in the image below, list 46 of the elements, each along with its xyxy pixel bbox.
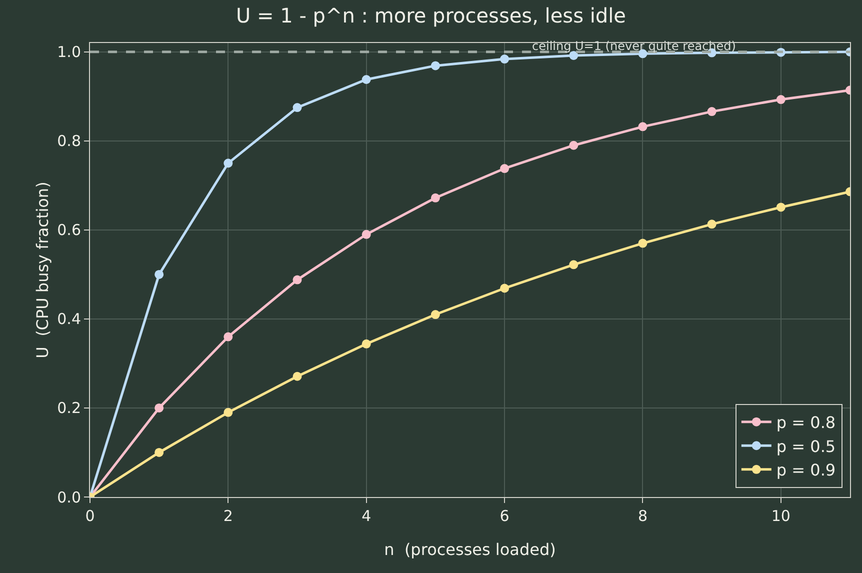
y-tick-label: 0.8 — [57, 132, 81, 150]
y-axis-title: U (CPU busy fraction) — [33, 182, 52, 358]
point — [292, 372, 302, 381]
point — [154, 448, 164, 457]
point — [292, 275, 302, 284]
legend-label: p = 0.9 — [776, 460, 836, 480]
x-tick-label: 2 — [223, 507, 233, 525]
x-tick-label: 10 — [771, 507, 790, 525]
point — [569, 140, 578, 150]
point — [569, 50, 578, 60]
y-tick-label: 0.2 — [57, 399, 81, 418]
point — [224, 158, 233, 168]
point — [430, 310, 440, 320]
point — [707, 220, 716, 229]
point — [362, 75, 371, 84]
point — [707, 107, 716, 116]
x-tick-label: 0 — [85, 507, 95, 525]
x-tick-label: 8 — [638, 507, 648, 525]
point — [500, 54, 510, 64]
chart-title: U = 1 - p^n : more processes, less idle — [236, 4, 626, 28]
point — [500, 284, 510, 293]
ref-line-label: ceiling U=1 (never quite reached) — [532, 39, 736, 53]
legend-label: p = 0.5 — [776, 436, 836, 456]
x-tick-label: 6 — [500, 507, 510, 525]
point — [362, 339, 371, 348]
x-axis-title: n (processes loaded) — [384, 540, 556, 559]
point — [292, 103, 302, 112]
y-tick-label: 0.0 — [57, 488, 81, 506]
point — [776, 95, 786, 104]
point — [224, 332, 233, 342]
point — [638, 238, 648, 248]
point — [776, 202, 786, 212]
point — [430, 193, 440, 202]
y-tick-label: 0.4 — [57, 310, 81, 328]
point — [154, 270, 164, 279]
point — [224, 408, 233, 417]
y-tick-label: 0.6 — [57, 221, 81, 240]
point — [362, 230, 371, 239]
point — [638, 122, 648, 132]
point — [430, 61, 440, 70]
x-tick-label: 4 — [362, 507, 372, 525]
y-tick-label: 1.0 — [57, 43, 81, 62]
legend-label: p = 0.8 — [776, 413, 836, 432]
point — [569, 260, 578, 270]
point — [500, 164, 510, 174]
point — [154, 403, 164, 412]
